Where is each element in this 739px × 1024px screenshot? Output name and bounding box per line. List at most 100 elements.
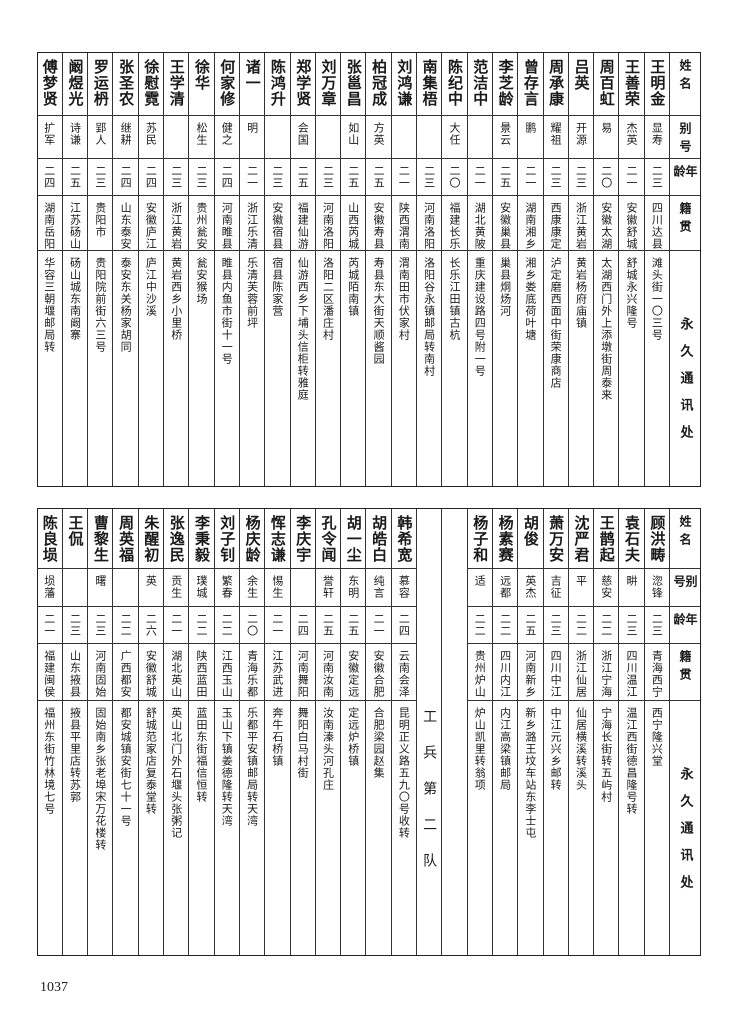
person-name-cell: 张逸民 [164,509,189,569]
person-age: 二二 [473,613,487,637]
person-alias-cell: 慕容 [391,569,417,607]
person-age-cell: 二三 [543,159,568,196]
person-age: 二五 [346,165,360,189]
person-address-cell: 蓝田东街福信恒转 [189,701,213,955]
person-age: 二一 [270,613,284,637]
section-cell: 工兵第二队 [417,509,441,955]
person-column: 朱醒初英二六 安徽舒城 舒城范家店复泰堂转 [137,509,164,955]
person-name: 范洁中 [471,59,490,107]
person-address: 奔牛石桥镇 [270,707,284,767]
person-column: 陈鸿升 二三 安徽宿县 宿县陈家营 [264,53,290,486]
person-age-cell: 二五 [315,607,341,644]
person-age: 二三 [549,165,563,189]
person-alias-cell [391,116,417,159]
header-label: 永久通讯处 [677,767,693,902]
person-age-cell: 二三 [88,607,113,644]
person-origin-cell: 云南会泽 [391,644,417,701]
person-alias-cell: 大任 [442,116,467,159]
person-name-cell: 萧万安 [543,509,568,569]
person-origin: 江西玉山 [220,650,234,698]
header-address: 永久通讯处 [670,251,700,486]
person-column: 阚煜光 诗谦 二五 江苏砀山 砀山城东南阚寨 [61,53,88,486]
person-alias: 淴锋 [650,575,664,599]
person-age: 二五 [321,613,335,637]
person-address-cell: 宿县陈家营 [265,251,289,486]
person-name-cell: 曾存言 [518,53,543,116]
person-alias-cell: 方英 [366,116,391,159]
person-name: 张圣农 [117,59,136,107]
person-age: 二五 [68,165,82,189]
person-alias-cell [113,569,138,607]
header-label: 籍贯 [678,650,692,686]
person-address-cell: 掖县平里店转苏郭 [63,701,87,955]
person-alias-cell [315,116,341,159]
person-name: 陈鸿升 [268,59,287,107]
roster-table-upper: 姓名 别号 年龄 籍贯 永久通讯处 王明金 显寿 二三 四川达县 滩头街一〇三号 王善荣 杰英 二一 安徽… [36,52,701,487]
person-address-cell: 定远炉桥镇 [341,701,365,955]
person-address: 玉山下镇姜德隆转天湾 [220,707,234,827]
person-origin-cell: 湖北英山 [164,644,189,701]
person-name-cell: 周百虹 [594,53,619,116]
person-column: 胡皓白 纯言 二一 安徽合肥 合肥梁园赵集 [365,509,391,955]
person-alias-cell: 远都 [492,569,518,607]
person-alias-cell [265,116,290,159]
person-name-cell: 王善荣 [619,53,644,116]
person-name: 王善荣 [623,59,642,107]
person-origin: 安徽舒城 [144,650,158,698]
header-age: 年龄 [670,607,700,644]
header-label: 姓名 [678,515,692,551]
person-address: 蓝田东街福信恒转 [195,707,208,803]
person-origin-cell: 四川中江 [543,644,568,701]
person-address-cell: 英山北门外石堰头张粥记 [164,701,188,955]
person-origin: 陕西蓝田 [195,650,208,698]
person-age: 二二 [119,613,133,637]
person-age: 二五 [498,165,512,189]
person-name-cell: 范洁中 [467,53,492,116]
person-address: 滩头街一〇三号 [650,257,664,341]
person-address-cell: 睢县内鱼市街十一号 [215,251,239,486]
person-address: 黄岩杨府庙镇 [574,257,588,329]
person-address: 乐清芙蓉前坪 [245,257,259,329]
person-origin-cell: 广西都安 [113,644,138,701]
person-age-cell: 二一 [164,607,189,644]
person-alias-cell: 诗谦 [62,116,88,159]
person-address: 福州东街竹林境七号 [42,707,56,815]
person-age: 二三 [321,165,335,189]
person-origin: 福建仙游 [296,202,310,250]
person-origin: 河南睢县 [220,202,234,250]
person-address: 长乐江田镇古杭 [447,257,461,341]
person-address-cell: 贵阳院前街六三号 [88,251,112,486]
person-column: 沈严君平二二 浙江仙居 仙居横溪转溪头 [567,509,594,955]
person-address: 睢县内鱼市街十一号 [220,257,234,365]
person-name: 李庆宇 [294,515,313,563]
person-alias: 曙 [93,575,107,587]
person-origin: 安徽宿县 [270,202,284,250]
person-age-cell: 二二 [467,607,492,644]
person-name: 杨庆龄 [243,515,262,563]
person-alias-cell: 景云 [492,116,518,159]
person-alias: 耀祖 [549,122,563,146]
person-age: 二四 [397,613,411,637]
person-alias-cell: 耀祖 [543,116,568,159]
person-column: 胡一尘 东明 二五 安徽定远 定远炉桥镇 [340,509,366,955]
person-alias: 会国 [296,122,310,146]
person-address-cell: 福州东街竹林境七号 [37,701,62,955]
person-address: 乐都平安镇邮局转天湾 [245,707,259,827]
person-origin: 河南新乡 [523,650,537,698]
person-name-cell: 何家修 [214,53,239,116]
person-age-cell: 二〇 [239,607,265,644]
person-address-cell: 西宁隆兴堂 [645,701,669,955]
person-age: 二三 [422,165,436,189]
person-alias-cell: 誉轩 [315,569,341,607]
person-alias-cell: 扩军 [36,116,62,159]
person-age-cell: 二一 [265,607,290,644]
person-alias: 繁春 [220,575,234,599]
person-age-cell: 二二 [594,607,619,644]
person-alias: 东明 [346,575,360,599]
person-name: 曾存言 [521,59,540,107]
person-name: 周承康 [547,59,566,107]
person-name-cell: 徐慰霓 [138,53,164,116]
person-address: 中江元兴乡邮转 [549,707,563,791]
person-address: 温江西街德昌隆号转 [625,707,639,815]
person-column: 郑学贤 会国 二五 福建仙游 仙游西乡下埔头信柜转雅庭 [289,53,315,486]
